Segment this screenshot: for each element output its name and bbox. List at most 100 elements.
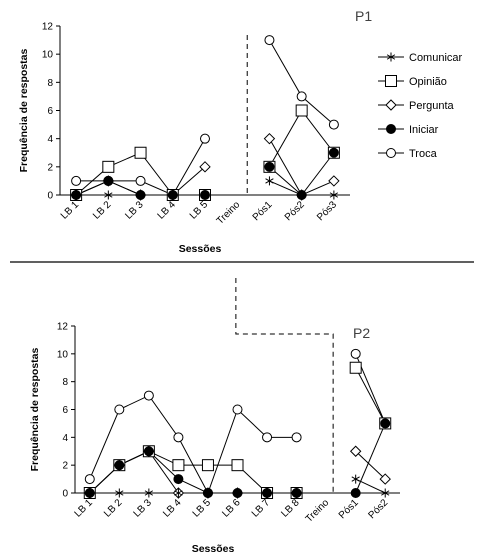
p1-legend-marker-comunicar <box>386 52 396 62</box>
p1-point-iniciar <box>103 175 114 186</box>
p2-point-comunicar <box>115 488 124 498</box>
p1-point-opiniao <box>102 160 115 173</box>
p2-point-pergunta <box>349 445 362 457</box>
p1-y-tick-label: 6 <box>47 106 53 117</box>
p1-point-troca <box>296 91 307 102</box>
p1-point-comunicar <box>265 176 274 186</box>
p1-point-comunicar <box>104 190 113 200</box>
p1-legend-label-opiniao: Opinião <box>409 76 447 88</box>
p1-x-tick-label: LB 2 <box>91 199 114 222</box>
p1-legend-marker-troca <box>386 148 396 158</box>
p1-point-pergunta <box>328 175 340 187</box>
p1-point-comunicar <box>200 190 210 200</box>
p2-x-tick-label: LB 3 <box>132 497 155 520</box>
p1-x-tick-label: LB 3 <box>123 199 146 222</box>
p2-series-line-iniciar <box>89 450 297 494</box>
p2-x-tick-label: LB 8 <box>279 497 302 520</box>
p2-point-troca <box>114 404 125 415</box>
p1-point-comunicar <box>329 190 339 200</box>
p1-point-iniciar <box>328 147 339 158</box>
p2-x-axis-title: Sessões <box>192 543 235 555</box>
p1-series-line-iniciar <box>269 152 335 196</box>
p2-y-tick-label: 12 <box>57 322 69 333</box>
p2-y-tick-label: 0 <box>62 489 68 500</box>
p2-point-troca <box>350 348 361 359</box>
p2-point-troca <box>291 432 302 443</box>
p2-point-troca <box>173 432 184 443</box>
p1-point-troca <box>264 35 275 46</box>
p2-phase-change-line <box>235 278 334 493</box>
p1-x-tick-label: Pós1 <box>251 199 275 223</box>
p2-y-tick-label: 4 <box>62 433 68 444</box>
p1-x-axis-title: Sessões <box>179 243 222 255</box>
p1-point-troca <box>71 175 82 186</box>
p2-point-opiniao <box>201 459 214 472</box>
p1-y-tick-label: 2 <box>47 162 53 173</box>
p1-point-comunicar <box>136 190 145 200</box>
p1-series-line-pergunta <box>269 138 335 196</box>
p2-series-line-pergunta <box>89 450 297 494</box>
p1-legend-label-troca: Troca <box>409 148 438 160</box>
p1-point-pergunta <box>199 161 211 173</box>
p2-point-troca <box>262 432 273 443</box>
p2-point-troca <box>143 390 154 401</box>
p2-point-iniciar <box>143 446 154 457</box>
p2-point-comunicar <box>292 488 301 498</box>
p2-point-comunicar <box>351 474 360 484</box>
p1-point-pergunta <box>263 132 276 145</box>
p1-legend-marker-iniciar <box>386 124 396 134</box>
p2-x-tick-label: LB 6 <box>220 497 243 520</box>
p1-x-tick-label: Treino <box>215 199 243 227</box>
chart-p2: 0 2 4 6 8 10 12 LB 1 LB 2 LB 3 LB 4 LB 5 LB 6 LB 7 LB … <box>29 278 400 555</box>
p2-y-tick-label: 10 <box>57 349 69 360</box>
p2-point-opiniao <box>172 459 185 472</box>
p2-point-comunicar <box>174 488 183 498</box>
p1-x-tick-label: Pós3 <box>315 199 339 223</box>
p1-point-troca <box>328 119 339 130</box>
p1-y-axis-title: Frequência de respostas <box>18 48 30 172</box>
p2-series-line-troca <box>89 394 297 495</box>
p2-series-line-opiniao <box>355 367 386 424</box>
p1-series-line-opiniao <box>269 109 335 168</box>
p1-x-tick-label: Pós2 <box>283 199 307 223</box>
p1-y-tick-label: 10 <box>42 50 54 61</box>
p1-point-iniciar <box>264 161 275 172</box>
p1-point-troca <box>135 175 146 186</box>
p2-panel-title: P2 <box>353 325 370 341</box>
p1-point-comunicar <box>168 190 177 200</box>
p2-point-comunicar <box>144 488 154 498</box>
p2-point-pergunta <box>379 473 391 485</box>
p1-x-tick-label: LB 4 <box>156 199 179 222</box>
p1-panel-title: P1 <box>355 8 372 24</box>
p1-legend-label-comunicar: Comunicar <box>409 52 463 64</box>
p1-y-tick-label: 4 <box>47 134 53 145</box>
p1-y-tick-label: 8 <box>47 78 53 89</box>
p2-point-troca <box>84 474 95 485</box>
p1-y-tick-label: 0 <box>47 191 53 202</box>
p2-point-opiniao <box>231 459 244 472</box>
p2-y-axis-title: Frequência de respostas <box>29 347 41 471</box>
p1-point-comunicar <box>71 190 81 200</box>
p2-x-tick-label: Pós2 <box>366 497 390 521</box>
p2-series-line-opiniao <box>89 450 297 494</box>
p2-y-tick-label: 2 <box>62 461 68 472</box>
p1-x-tick-label: LB 1 <box>59 199 82 222</box>
p2-x-tick-label: LB 5 <box>191 497 214 520</box>
p2-point-troca <box>232 404 243 415</box>
chart-p1: 0 2 4 6 8 10 12 LB 1 LB 2 LB 3 LB 4 LB 5 Treino Pós1 P… <box>18 8 463 255</box>
p2-x-tick-label: LB 1 <box>73 497 96 520</box>
p2-y-tick-label: 8 <box>62 377 68 388</box>
p1-legend-label-pergunta: Pergunta <box>409 100 455 112</box>
p2-x-tick-label: Treino <box>304 497 332 525</box>
p2-point-comunicar <box>85 488 94 498</box>
p1-point-comunicar <box>297 190 306 200</box>
p1-point-troca <box>200 133 210 144</box>
p2-point-iniciar <box>380 418 391 429</box>
p2-x-tick-label: LB 2 <box>102 497 125 520</box>
p2-point-opiniao <box>349 361 362 374</box>
p2-series-line-pergunta <box>355 450 386 480</box>
p1-x-tick-label: LB 5 <box>188 199 211 222</box>
p2-point-iniciar <box>350 488 361 498</box>
p1-legend-marker-pergunta <box>385 99 397 111</box>
p1-point-opiniao <box>295 104 308 117</box>
